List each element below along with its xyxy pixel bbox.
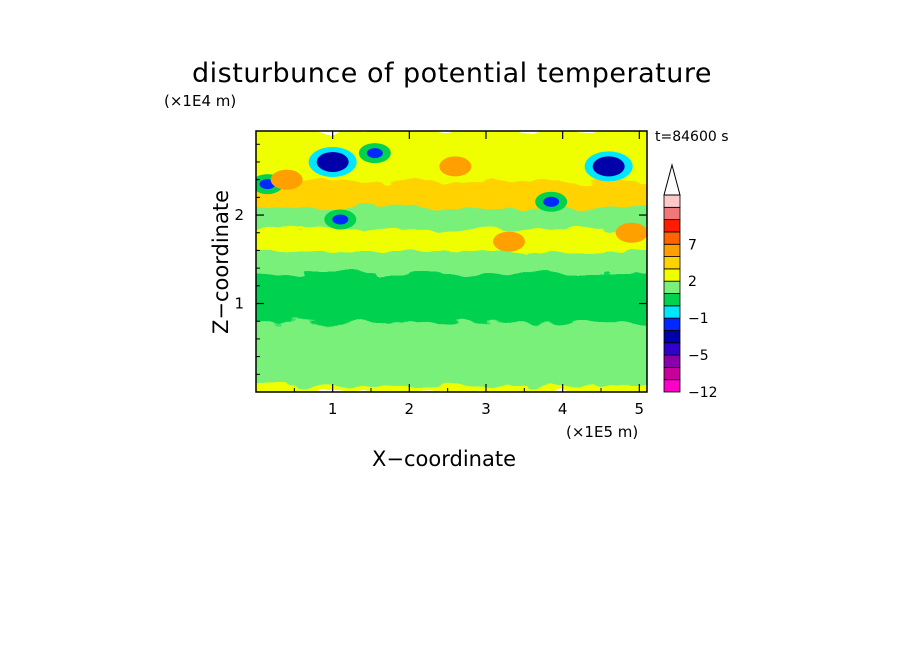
colorbar-swatch — [663, 280, 681, 294]
colorbar-tick-label: 7 — [688, 237, 697, 253]
colorbar-swatch — [663, 379, 681, 393]
field-feature — [332, 214, 349, 225]
x-tick-label: 5 — [635, 400, 645, 418]
x-tick-label: 2 — [405, 400, 415, 418]
field-feature — [493, 231, 525, 252]
colorbar-tick-label: 2 — [688, 274, 697, 290]
colorbar-swatch — [663, 231, 681, 245]
field-feature — [615, 222, 647, 243]
colorbar-swatch — [663, 194, 681, 208]
colorbar-swatch — [663, 317, 681, 331]
colorbar-swatch — [663, 293, 681, 307]
colorbar-tick-label: −1 — [688, 311, 709, 327]
chart-title: disturbunce of potential temperature — [192, 58, 712, 89]
colorbar-tick-label: −12 — [688, 385, 718, 401]
x-axis-unit: (×1E5 m) — [566, 423, 639, 441]
field-feature — [543, 196, 560, 207]
colorbar-tick-label: −5 — [688, 348, 709, 364]
x-tick-label: 3 — [481, 400, 491, 418]
field-feature — [439, 156, 472, 177]
colorbar-swatch — [663, 342, 681, 356]
field-layer — [256, 227, 647, 252]
y-tick-label: 2 — [234, 206, 244, 224]
x-tick-label: 4 — [558, 400, 568, 418]
colorbar-swatch — [663, 219, 681, 233]
colorbar-swatch — [663, 206, 681, 221]
field-layer — [256, 320, 647, 340]
colorbar-swatch — [663, 305, 681, 319]
field-feature — [366, 148, 383, 159]
field-feature — [592, 156, 625, 177]
field-layer — [256, 302, 647, 323]
y-axis-unit: (×1E4 m) — [164, 92, 237, 110]
x-axis-label: X−coordinate — [372, 447, 516, 471]
field-layer — [256, 271, 647, 305]
field-layer — [256, 131, 647, 155]
field-layer — [256, 337, 647, 386]
y-tick-label: 1 — [234, 295, 244, 313]
field-layer — [256, 383, 647, 392]
field-layer — [256, 249, 647, 274]
colorbar-extend-arrow — [663, 163, 681, 196]
x-tick-label: 1 — [328, 400, 338, 418]
field-feature — [316, 151, 349, 172]
time-label: t=84600 s — [655, 129, 729, 145]
colorbar-swatch — [663, 366, 681, 381]
colorbar-swatch — [663, 354, 681, 368]
plot-frame — [255, 130, 648, 393]
colorbar-swatch — [663, 330, 681, 344]
colorbar-swatch — [663, 268, 681, 282]
colorbar-swatch — [663, 243, 681, 257]
field-layer — [256, 178, 647, 208]
field-layer — [256, 205, 647, 230]
colorbar-swatch — [663, 256, 681, 270]
field-feature — [270, 169, 303, 190]
